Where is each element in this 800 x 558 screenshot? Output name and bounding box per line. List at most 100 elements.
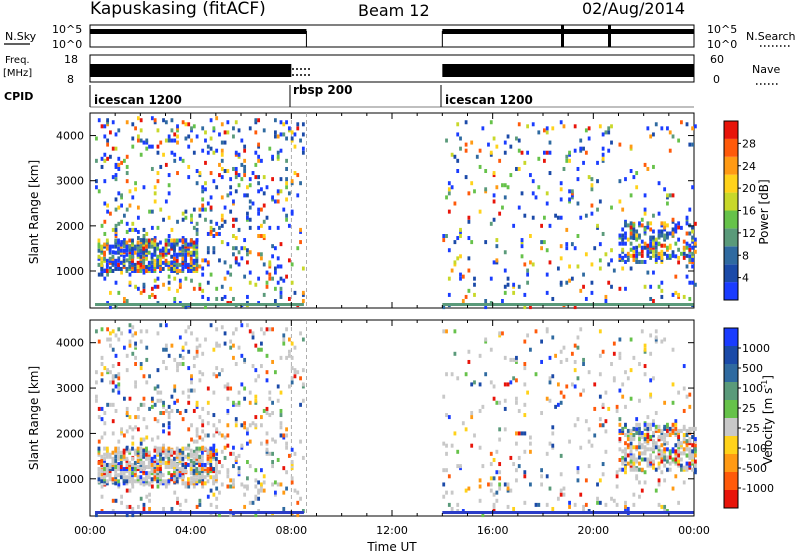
range-gate-cell <box>114 477 118 482</box>
range-gate-cell <box>456 169 460 174</box>
range-gate-cell <box>598 372 602 377</box>
range-gate-cell <box>103 134 107 139</box>
range-gate-cell <box>192 268 196 273</box>
range-gate-cell <box>176 219 179 224</box>
range-gate-cell <box>568 500 571 505</box>
range-gate-cell <box>161 446 165 451</box>
range-gate-cell <box>117 482 121 487</box>
range-gate-cell <box>178 335 182 340</box>
range-gate-cell <box>279 355 283 360</box>
range-gate-cell <box>666 422 669 427</box>
range-gate-cell <box>271 254 274 259</box>
range-gate-cell <box>531 191 535 196</box>
range-gate-cell <box>598 266 602 271</box>
range-gate-cell <box>601 152 605 157</box>
range-gate-cell <box>215 116 219 121</box>
range-gate-cell <box>178 450 182 455</box>
range-gate-cell <box>103 250 106 255</box>
range-gate-cell <box>498 437 502 442</box>
range-gate-cell <box>694 453 697 458</box>
range-gate-cell <box>128 450 132 455</box>
range-gate-cell <box>629 241 633 246</box>
range-gate-cell <box>170 266 174 271</box>
range-gate-cell <box>161 481 165 486</box>
range-gate-cell <box>237 227 241 232</box>
range-gate-cell <box>694 282 697 287</box>
range-gate-cell <box>131 435 135 440</box>
range-gate-cell <box>635 445 639 450</box>
range-gate-cell <box>464 294 468 299</box>
range-gate-cell <box>573 502 577 507</box>
range-gate-cell <box>173 471 176 476</box>
range-gate-cell <box>170 450 174 455</box>
range-gate-cell <box>565 242 569 247</box>
range-gate-cell <box>654 467 658 472</box>
range-gate-cell <box>503 183 507 188</box>
range-gate-cell <box>666 201 669 206</box>
range-gate-cell <box>156 398 160 403</box>
range-gate-cell <box>215 231 219 236</box>
range-gate-cell <box>559 282 563 287</box>
range-gate-cell <box>568 158 571 163</box>
range-gate-cell <box>531 215 535 220</box>
range-gate-cell <box>209 229 213 234</box>
range-gate-cell <box>145 238 148 243</box>
range-gate-cell <box>111 244 115 249</box>
range-gate-cell <box>103 467 106 472</box>
range-gate-cell <box>668 243 672 248</box>
range-gate-cell <box>117 166 121 171</box>
range-gate-cell <box>243 492 247 497</box>
range-gate-cell <box>643 470 647 475</box>
range-gate-cell <box>442 238 446 243</box>
range-gate-cell <box>125 299 129 304</box>
range-gate-cell <box>459 227 462 232</box>
range-gate-cell <box>195 458 199 463</box>
range-gate-cell <box>607 126 611 131</box>
range-gate-cell <box>285 181 288 186</box>
range-gate-cell <box>610 284 613 289</box>
range-gate-cell <box>234 152 238 157</box>
range-gate-cell <box>663 424 667 429</box>
range-gate-cell <box>282 341 286 346</box>
range-gate-cell <box>629 428 633 433</box>
range-gate-cell <box>198 475 202 480</box>
range-gate-cell <box>131 262 134 267</box>
range-gate-cell <box>111 380 115 385</box>
range-gate-cell <box>276 457 280 462</box>
range-gate-cell <box>601 402 605 407</box>
range-gate-cell <box>167 458 171 463</box>
range-gate-cell <box>559 187 563 192</box>
range-gate-cell <box>629 368 633 373</box>
range-gate-cell <box>114 260 118 265</box>
colorbar-swatch <box>724 264 738 283</box>
range-gate-cell <box>652 299 655 304</box>
range-gate-cell <box>246 217 249 222</box>
range-gate-cell <box>173 469 176 474</box>
range-gate-cell <box>640 249 644 254</box>
range-gate-cell <box>201 126 205 131</box>
range-gate-cell <box>674 451 678 456</box>
range-gate-cell <box>111 477 115 482</box>
range-gate-cell <box>601 349 605 354</box>
range-gate-cell <box>145 248 148 253</box>
range-gate-cell <box>688 451 692 456</box>
range-gate-cell <box>204 337 207 342</box>
range-gate-cell <box>189 448 193 453</box>
range-gate-cell <box>573 124 577 129</box>
range-gate-cell <box>593 382 597 387</box>
range-gate-cell <box>176 362 179 367</box>
range-gate-cell <box>456 502 460 507</box>
range-gate-cell <box>103 152 107 157</box>
range-gate-cell <box>694 470 697 475</box>
range-gate-cell <box>453 351 457 356</box>
range-gate-cell <box>265 378 269 383</box>
range-gate-cell <box>142 140 146 145</box>
range-gate-cell <box>136 504 140 509</box>
range-gate-cell <box>203 469 207 474</box>
range-gate-cell <box>156 467 160 472</box>
range-gate-cell <box>287 296 291 301</box>
range-gate-cell <box>156 384 160 389</box>
range-gate-cell <box>621 255 625 260</box>
nsky-label: N.Sky <box>5 30 37 43</box>
range-gate-cell <box>142 246 146 251</box>
